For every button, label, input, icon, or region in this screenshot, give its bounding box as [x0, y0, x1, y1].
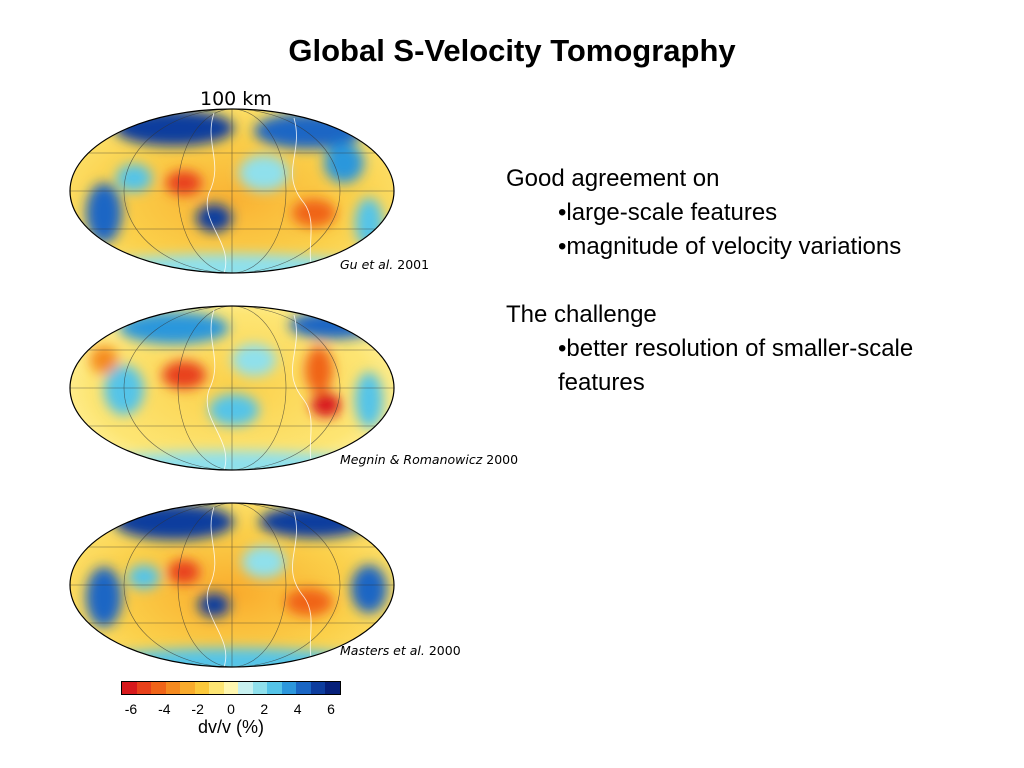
- colorbar-tick-label: 2: [260, 701, 269, 717]
- colorbar-swatch: [281, 682, 297, 694]
- colorbar-swatch: [310, 682, 326, 694]
- heading-challenge: The challenge: [506, 301, 657, 328]
- colorbar-tick-label: 4: [293, 701, 302, 717]
- citation-authors: Gu et al.: [340, 257, 394, 272]
- bullet-resolution: •better resolution of smaller-scale: [558, 335, 914, 362]
- colorbar-ticks: -6 -4 -2 0 2 4 6: [121, 701, 341, 719]
- colorbar-tick-label: 6: [327, 701, 335, 717]
- heading-agreement: Good agreement on: [506, 165, 720, 192]
- colorbar-swatch: [325, 682, 340, 694]
- slide-title: Global S-Velocity Tomography: [288, 33, 736, 68]
- colorbar-swatch: [165, 682, 181, 694]
- citation-year: 2000: [486, 452, 519, 467]
- colorbar: [121, 681, 341, 695]
- citation-megnin: Megnin & Romanowicz 2000: [340, 452, 518, 467]
- colorbar-label: dv/v (%): [197, 717, 264, 737]
- colorbar-swatch: [252, 682, 268, 694]
- bullet-resolution-cont: features: [558, 369, 645, 396]
- citation-year: 2000: [428, 643, 461, 658]
- depth-label: 100 km: [200, 88, 272, 110]
- colorbar-tick-label: -4: [158, 701, 171, 717]
- citation-year: 2001: [397, 257, 430, 272]
- tomography-map-megnin: [64, 300, 400, 476]
- colorbar-tick-label: -2: [191, 701, 204, 717]
- bullet-large-scale: •large-scale features: [558, 199, 778, 226]
- colorbar-swatch: [267, 682, 282, 694]
- colorbar-swatch: [180, 682, 195, 694]
- citation-authors: Masters et al.: [340, 643, 425, 658]
- colorbar-tick-label: 0: [227, 701, 235, 717]
- bullet-magnitude: •magnitude of velocity variations: [558, 233, 902, 260]
- colorbar-swatch: [209, 682, 224, 694]
- colorbar-swatch: [194, 682, 210, 694]
- citation-authors: Megnin & Romanowicz: [340, 452, 483, 467]
- tomography-map-gu: [64, 103, 400, 279]
- tomography-map-masters: [64, 497, 400, 673]
- colorbar-swatch: [122, 682, 137, 694]
- citation-masters: Masters et al. 2000: [340, 643, 461, 658]
- citation-gu: Gu et al. 2001: [340, 257, 429, 272]
- summary-text: Good agreement on •large-scale features …: [506, 162, 1006, 400]
- colorbar-tick-label: -6: [124, 701, 138, 717]
- colorbar-swatch: [136, 682, 152, 694]
- colorbar-swatch: [238, 682, 253, 694]
- colorbar-swatch: [296, 682, 311, 694]
- colorbar-swatch: [151, 682, 166, 694]
- colorbar-swatch: [223, 682, 239, 694]
